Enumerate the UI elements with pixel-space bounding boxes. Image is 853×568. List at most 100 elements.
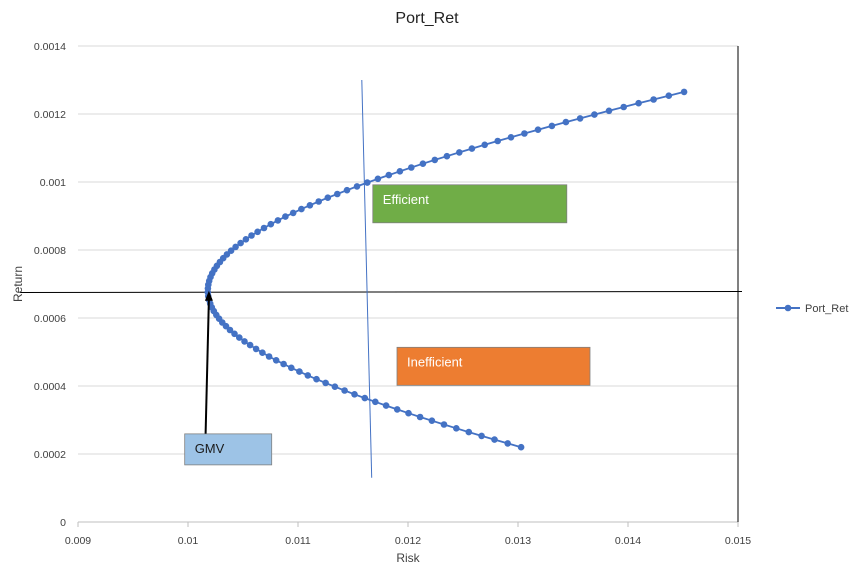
data-point bbox=[440, 421, 448, 428]
data-point bbox=[351, 391, 358, 398]
x-tick-label: 0.011 bbox=[285, 535, 311, 547]
gmv-arrow-head bbox=[204, 290, 213, 301]
data-point bbox=[374, 175, 382, 183]
data-point bbox=[364, 179, 371, 186]
x-tick-label: 0.014 bbox=[615, 535, 641, 547]
annotation-gmv: GMV bbox=[184, 433, 273, 466]
data-point bbox=[353, 183, 361, 190]
data-point bbox=[465, 428, 473, 436]
axis-layer: 0 0.0002 0.0004 0.0006 0.0008 0.001 0.0012 0.00… bbox=[34, 41, 751, 547]
legend-label: Port_Ret bbox=[805, 303, 848, 315]
y-tick-label: 0.0008 bbox=[34, 245, 66, 257]
data-point bbox=[259, 349, 266, 357]
data-point bbox=[521, 130, 528, 137]
data-point bbox=[443, 152, 451, 160]
reference-lines bbox=[19, 79, 743, 478]
annotation-efficient: Efficient bbox=[372, 184, 568, 224]
data-point bbox=[416, 413, 424, 421]
legend: Port_Ret bbox=[776, 303, 848, 315]
data-point bbox=[468, 145, 476, 152]
data-point bbox=[494, 137, 502, 145]
data-point bbox=[453, 425, 460, 432]
annotation-box bbox=[396, 346, 591, 386]
data-point bbox=[456, 149, 463, 156]
data-point bbox=[282, 213, 289, 220]
x-tick-label: 0.012 bbox=[395, 535, 421, 547]
annotation-label: Efficient bbox=[383, 192, 429, 207]
data-point bbox=[334, 190, 341, 198]
data-point bbox=[280, 360, 287, 368]
data-point bbox=[481, 141, 489, 149]
data-point bbox=[237, 239, 244, 247]
data-point bbox=[232, 243, 239, 251]
data-point bbox=[382, 402, 390, 409]
data-point bbox=[252, 345, 260, 353]
y-tick-label: 0.0006 bbox=[34, 313, 66, 325]
data-point bbox=[665, 92, 673, 99]
data-point bbox=[272, 357, 280, 364]
data-point bbox=[548, 122, 556, 130]
data-point bbox=[635, 99, 642, 107]
annotations: Efficient Inefficient GMV bbox=[184, 184, 591, 466]
data-point bbox=[289, 209, 297, 217]
data-point bbox=[304, 372, 312, 379]
grid-layer bbox=[78, 45, 738, 455]
data-point bbox=[265, 353, 273, 360]
legend-marker bbox=[784, 304, 792, 312]
data-point bbox=[408, 164, 415, 171]
data-point bbox=[431, 156, 439, 164]
data-point bbox=[274, 217, 282, 224]
gmv-arrow-shaft bbox=[204, 298, 210, 434]
data-point bbox=[396, 168, 404, 175]
vertical-reference-line bbox=[361, 79, 373, 478]
data-point bbox=[254, 228, 261, 236]
data-point bbox=[372, 398, 379, 406]
data-point bbox=[517, 443, 525, 451]
data-point bbox=[393, 406, 401, 413]
x-tick-label: 0.01 bbox=[178, 535, 199, 547]
x-tick-label: 0.015 bbox=[725, 535, 751, 547]
x-axis-label: Risk bbox=[396, 551, 420, 565]
series-line bbox=[206, 91, 685, 449]
data-point bbox=[478, 432, 485, 440]
data-point bbox=[241, 338, 248, 345]
data-point bbox=[650, 96, 657, 103]
gmv-horizontal-line bbox=[19, 291, 743, 293]
y-tick-label: 0.001 bbox=[40, 177, 66, 189]
data-point bbox=[591, 111, 598, 118]
data-point bbox=[267, 220, 275, 228]
data-point bbox=[361, 394, 369, 402]
data-point bbox=[315, 198, 323, 205]
data-point bbox=[313, 375, 320, 383]
data-point bbox=[343, 186, 351, 194]
annotation-box bbox=[184, 433, 273, 466]
data-point bbox=[322, 379, 329, 387]
x-tick-label: 0.009 bbox=[65, 535, 91, 547]
y-tick-label: 0.0002 bbox=[34, 449, 66, 461]
data-point bbox=[231, 330, 238, 338]
annotation-label: GMV bbox=[195, 441, 225, 456]
x-tick-label: 0.013 bbox=[505, 535, 531, 547]
data-point bbox=[288, 364, 295, 372]
data-point bbox=[331, 383, 339, 391]
data-point bbox=[296, 368, 303, 375]
chart-title: Port_Ret bbox=[395, 10, 459, 27]
y-tick-label: 0.0014 bbox=[34, 41, 66, 53]
data-point bbox=[504, 440, 512, 447]
y-tick-label: 0.0004 bbox=[34, 381, 66, 393]
data-point bbox=[405, 409, 412, 417]
data-point bbox=[385, 171, 393, 179]
y-axis-label: Return bbox=[11, 266, 25, 302]
data-point bbox=[428, 417, 436, 425]
data-point bbox=[242, 236, 250, 243]
data-point bbox=[298, 205, 305, 213]
data-point bbox=[306, 202, 314, 209]
data-point bbox=[620, 103, 627, 111]
data-point bbox=[680, 88, 688, 96]
data-point bbox=[324, 194, 332, 201]
data-point bbox=[248, 232, 255, 239]
y-tick-label: 0 bbox=[60, 517, 66, 529]
data-point bbox=[246, 341, 254, 349]
annotation-inefficient: Inefficient bbox=[396, 346, 591, 386]
